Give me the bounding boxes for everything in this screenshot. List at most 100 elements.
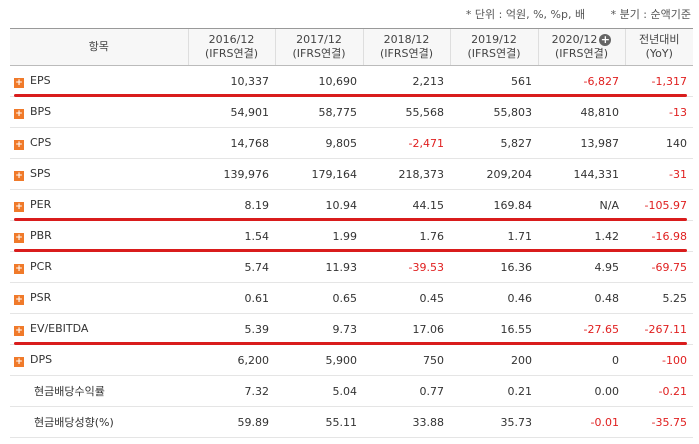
value-cell: 1.54 (188, 220, 275, 252)
value-cell: 5.74 (188, 251, 275, 283)
row-name: 현금배당성향(%) (34, 416, 114, 429)
value-cell: 1.76 (363, 220, 450, 252)
row-label[interactable]: + BPS (10, 96, 188, 128)
value-cell: 200 (450, 344, 538, 376)
plus-square-icon[interactable]: + (14, 109, 24, 119)
value-cell: 9,805 (275, 127, 363, 159)
row-name: PSR (30, 291, 52, 304)
header-col-2: 2017/12 (IFRS연결) (274, 28, 363, 66)
table-row: + BPS 54,901 58,775 55,568 55,803 48,810 -13 (10, 96, 693, 128)
value-cell: -13 (625, 96, 693, 128)
row-name: PCR (30, 260, 52, 273)
value-cell: 16.55 (450, 313, 538, 345)
value-cell: -27.65 (538, 313, 625, 345)
row-name: EV/EBITDA (30, 322, 89, 335)
row-label: 현금배당수익률 (10, 375, 188, 407)
value-cell: 0 (538, 344, 625, 376)
plus-square-icon[interactable]: + (14, 171, 24, 181)
value-cell: 55,803 (450, 96, 538, 128)
value-cell: 33.88 (363, 406, 450, 438)
value-cell: 44.15 (363, 189, 450, 221)
value-cell: 0.48 (538, 282, 625, 314)
table-row: + SPS 139,976 179,164 218,373 209,204 144,331-… (10, 158, 693, 190)
value-cell: 0.77 (363, 375, 450, 407)
plus-circle-icon[interactable]: + (599, 33, 612, 46)
row-label[interactable]: + PCR (10, 251, 188, 283)
header-col-6: 전년대비 (YoY) (624, 28, 693, 66)
value-cell: 5,827 (450, 127, 538, 159)
table-row: + PCR 5.74 11.93 -39.53 16.36 4.95 -69.75 (10, 251, 693, 283)
plus-square-icon[interactable]: + (14, 295, 24, 305)
table-body: + EPS 10,337 10,690 2,213 561 -6,827 -1,317 + BPS… (10, 65, 693, 438)
period-note: * 분기 : 순액기준 (610, 8, 691, 21)
row-name: PBR (30, 229, 52, 242)
table-row: + PSR 0.61 0.65 0.45 0.46 0.48 5.25 (10, 282, 693, 314)
value-cell: 17.06 (363, 313, 450, 345)
row-label: 현금배당성향(%) (10, 406, 188, 438)
header-sublabel: (IFRS연결) (554, 47, 609, 60)
value-cell: 1.42 (538, 220, 625, 252)
plus-square-icon[interactable]: + (14, 357, 24, 367)
value-cell: 0.65 (275, 282, 363, 314)
value-cell: 218,373 (363, 158, 450, 190)
financial-ratio-table: 항목 2016/12 (IFRS연결) 2017/12 (IFRS연결) 2018/12(… (10, 28, 693, 438)
table-header-row: 항목 2016/12 (IFRS연결) 2017/12 (IFRS연결) 2018/12(… (10, 28, 693, 66)
value-cell: 179,164 (275, 158, 363, 190)
row-label[interactable]: + PBR (10, 220, 188, 252)
value-cell: 10,690 (275, 65, 363, 97)
table-row: 현금배당수익률 7.32 5.04 0.77 0.21 0.00 -0.21 (10, 375, 693, 407)
row-label[interactable]: + PER (10, 189, 188, 221)
header-sublabel: (IFRS연결) (292, 47, 346, 60)
row-name: CPS (30, 136, 52, 149)
value-cell: 0.21 (450, 375, 538, 407)
value-cell: -6,827 (538, 65, 625, 97)
value-cell: -0.21 (625, 375, 693, 407)
plus-square-icon[interactable]: + (14, 140, 24, 150)
row-label[interactable]: + PSR (10, 282, 188, 314)
plus-square-icon[interactable]: + (14, 233, 24, 243)
value-cell: -267.11 (625, 313, 693, 345)
value-cell: 144,331 (538, 158, 625, 190)
value-cell: 0.46 (450, 282, 538, 314)
value-cell: -105.97 (625, 189, 693, 221)
unit-notes: * 단위 : 억원, %, %p, 배 * 분기 : 순액기준 (466, 6, 691, 22)
row-label[interactable]: + DPS (10, 344, 188, 376)
table-row: + DPS 6,200 5,900 750 200 0 -100 (10, 344, 693, 376)
row-name: PER (30, 198, 52, 211)
value-cell: 6,200 (188, 344, 275, 376)
value-cell: 140 (625, 127, 693, 159)
row-name: SPS (30, 167, 51, 180)
row-label[interactable]: + SPS (10, 158, 188, 190)
header-col-5: 2020/12 + (IFRS연결) (537, 28, 625, 66)
header-sublabel: (IFRS연결) (204, 47, 259, 60)
table-row: + EPS 10,337 10,690 2,213 561 -6,827 -1,317 (10, 65, 693, 97)
header-label: 항목 (88, 40, 109, 53)
table-row: + CPS 14,768 9,805 -2,471 5,827 13,987 140 (10, 127, 693, 159)
value-cell: 10.94 (275, 189, 363, 221)
value-cell: 48,810 (538, 96, 625, 128)
plus-square-icon[interactable]: + (14, 202, 24, 212)
red-underline-annotation (14, 342, 687, 345)
plus-square-icon[interactable]: + (14, 326, 24, 336)
header-col-4: 2019/12 (IFRS연결) (449, 28, 538, 66)
value-cell: -39.53 (363, 251, 450, 283)
row-label[interactable]: + CPS (10, 127, 188, 159)
value-cell: -100 (625, 344, 693, 376)
red-underline-annotation (14, 218, 687, 221)
header-label: 2017/12 (296, 33, 342, 46)
value-cell: 4.95 (538, 251, 625, 283)
value-cell: 0.61 (188, 282, 275, 314)
value-cell: 59.89 (188, 406, 275, 438)
row-name: DPS (30, 353, 53, 366)
value-cell: -35.75 (625, 406, 693, 438)
row-label[interactable]: + EPS (10, 65, 188, 97)
plus-square-icon[interactable]: + (14, 264, 24, 274)
plus-square-icon[interactable]: + (14, 78, 24, 88)
value-cell: 35.73 (450, 406, 538, 438)
header-item: 항목 (10, 28, 188, 66)
row-name: BPS (30, 105, 52, 118)
header-label: 전년대비 (639, 33, 680, 46)
row-name: 현금배당수익률 (34, 385, 105, 398)
row-label[interactable]: + EV/EBITDA (10, 313, 188, 345)
value-cell: 5.25 (625, 282, 693, 314)
